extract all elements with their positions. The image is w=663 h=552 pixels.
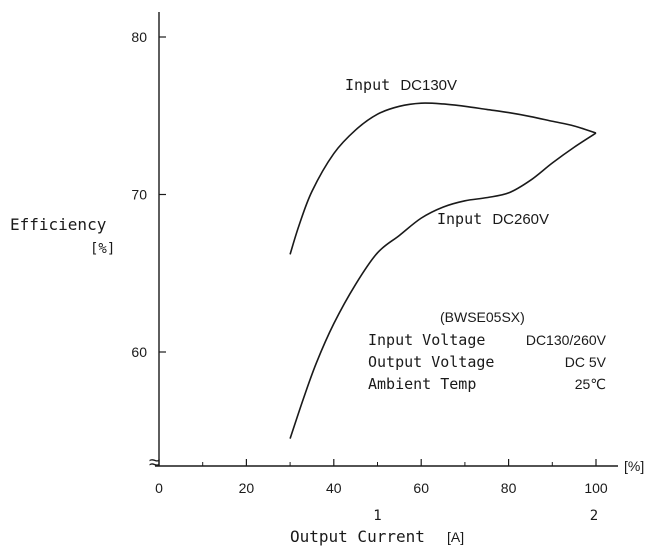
x-secondary-tick-label: 1 (373, 508, 381, 524)
x-secondary-tick-label: 2 (590, 508, 598, 524)
y-tick-label: 70 (131, 187, 147, 203)
annotation-row-label: Output Voltage (368, 353, 494, 371)
series-label-dc130v-prefix: Input (345, 76, 390, 94)
conditions-annotation: (BWSE05SX) Input Voltage DC130/260V Outp… (368, 309, 607, 393)
annotation-row-label: Input Voltage (368, 331, 485, 349)
x-tick-label: 40 (326, 480, 342, 496)
x-tick-label: 20 (239, 480, 255, 496)
series-layer (289, 102, 597, 439)
series-label-dc130v-value: DC130V (400, 77, 457, 94)
series-label-dc260v-value: DC260V (492, 211, 549, 228)
x-tick-label: 0 (155, 480, 163, 496)
series-label-dc260v: Input DC260V (437, 210, 549, 228)
series-line-dc130v (289, 102, 597, 255)
y-tick-label: 80 (131, 29, 147, 45)
annotation-model: (BWSE05SX) (440, 309, 525, 325)
x-tick-label: 60 (413, 480, 429, 496)
x-axis-label: Output Current (290, 527, 425, 546)
annotation-row-value: DC 5V (565, 354, 607, 370)
series-line-dc260v (289, 132, 597, 439)
axes (155, 12, 618, 467)
ticks: 60 70 80 0 20 40 60 80 100 1 2 (131, 29, 607, 524)
series-label-dc130v: Input DC130V (345, 76, 457, 94)
x-axis-unit: [A] (447, 529, 464, 545)
annotation-row-value: DC130/260V (526, 332, 607, 348)
y-tick-label: 60 (131, 344, 147, 360)
axis-break-icon: ≈ (149, 452, 160, 474)
x-tick-label: 100 (584, 480, 608, 496)
y-axis-label: Efficiency (10, 215, 107, 234)
annotation-row-label: Ambient Temp (368, 375, 476, 393)
annotation-row-value: 25℃ (575, 376, 606, 392)
y-axis-unit: [%] (90, 241, 115, 257)
x-axis-percent-unit: [%] (624, 458, 644, 474)
x-tick-label: 80 (501, 480, 517, 496)
series-label-dc260v-prefix: Input (437, 210, 482, 228)
